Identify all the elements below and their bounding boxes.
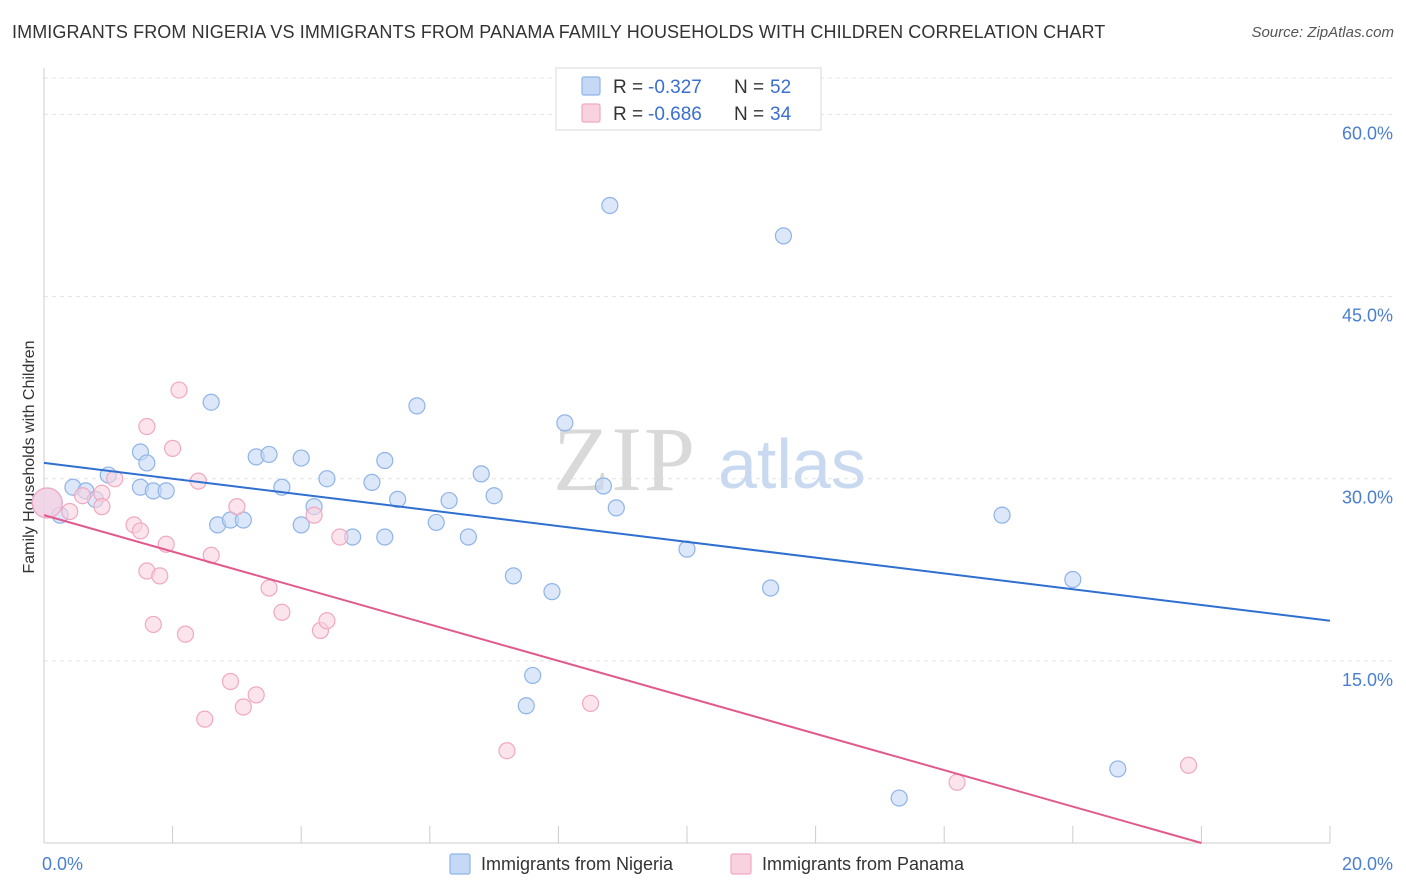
- data-point: [260, 579, 278, 597]
- series-legend: Immigrants from Nigeria Immigrants from …: [449, 853, 965, 875]
- data-point: [993, 506, 1011, 524]
- data-point: [761, 579, 780, 597]
- series-legend-swatch-nigeria: [449, 853, 471, 875]
- x-tick-label-start: 0.0%: [42, 854, 83, 874]
- data-point: [305, 506, 323, 524]
- data-point: [273, 603, 291, 621]
- data-point: [1064, 570, 1082, 589]
- data-point: [247, 686, 265, 704]
- data-point: [93, 498, 111, 516]
- legend-n-value-nigeria: 52: [770, 77, 791, 98]
- chart-title: IMMIGRANTS FROM NIGERIA VS IMMIGRANTS FR…: [12, 22, 1106, 42]
- data-point: [1179, 756, 1198, 774]
- data-point: [556, 414, 574, 432]
- data-point: [164, 439, 182, 457]
- data-point: [504, 567, 522, 585]
- data-point: [331, 528, 349, 546]
- data-point: [594, 477, 613, 495]
- data-point: [61, 502, 79, 521]
- x-tick-label-end: 20.0%: [1342, 854, 1393, 874]
- y-tick-label: 30.0%: [1342, 488, 1393, 508]
- data-point: [607, 499, 625, 517]
- series-panama-points: [31, 381, 1198, 791]
- data-point: [440, 491, 458, 510]
- data-point: [389, 490, 407, 508]
- data-point: [459, 528, 477, 546]
- data-point: [31, 487, 63, 519]
- y-tick-label: 45.0%: [1342, 306, 1393, 326]
- stats-legend: R = -0.327 N = 52 R = -0.686 N = 34: [555, 67, 822, 131]
- data-point: [131, 522, 150, 540]
- y-tick-label: 15.0%: [1342, 670, 1393, 690]
- watermark-zip: ZIP: [553, 408, 697, 510]
- series-legend-label-nigeria: Immigrants from Nigeria: [481, 854, 674, 874]
- data-point: [144, 615, 162, 634]
- trend-lines: [43, 461, 1331, 844]
- legend-n-label-panama: N =: [734, 104, 764, 125]
- chart-source: Source: ZipAtlas.com: [1251, 24, 1394, 41]
- data-point: [485, 487, 503, 505]
- data-point: [543, 583, 561, 601]
- data-point: [498, 742, 516, 760]
- data-points: [31, 196, 1198, 807]
- data-point: [151, 567, 169, 585]
- data-point: [774, 227, 793, 245]
- data-point: [292, 516, 310, 534]
- series-legend-swatch-panama: [730, 853, 752, 875]
- legend-r-value-nigeria: -0.327: [648, 77, 702, 98]
- data-point: [524, 666, 542, 685]
- x-tick-labels: 0.0% 20.0%: [42, 854, 1393, 874]
- data-point: [318, 470, 336, 488]
- data-point: [363, 473, 381, 491]
- y-axis-label: Family Households with Children: [21, 341, 38, 574]
- legend-r-label-nigeria: R =: [613, 77, 643, 98]
- data-point: [221, 672, 240, 691]
- data-point: [228, 498, 246, 516]
- y-tick-label: 60.0%: [1342, 123, 1393, 143]
- axes: [43, 68, 1331, 844]
- data-point: [472, 465, 490, 483]
- legend-r-value-panama: -0.686: [648, 104, 702, 125]
- data-point: [318, 612, 336, 630]
- data-point: [202, 393, 220, 411]
- data-point: [292, 449, 310, 467]
- series-legend-label-panama: Immigrants from Panama: [762, 854, 965, 874]
- data-point: [138, 454, 156, 472]
- data-point: [601, 196, 619, 215]
- data-point: [948, 773, 966, 791]
- data-point: [138, 417, 156, 436]
- data-point: [260, 445, 278, 464]
- y-tick-labels: 15.0% 30.0% 45.0% 60.0%: [1342, 123, 1393, 689]
- data-point: [176, 625, 195, 643]
- data-point: [427, 513, 445, 532]
- data-point: [1109, 760, 1127, 778]
- legend-n-value-panama: 34: [770, 104, 792, 125]
- watermark-atlas: atlas: [718, 425, 866, 503]
- data-point: [170, 381, 188, 399]
- data-point: [408, 397, 426, 415]
- watermark: ZIP atlas: [553, 408, 866, 510]
- data-point: [376, 528, 394, 546]
- data-point: [157, 482, 175, 500]
- series-nigeria-points: [31, 196, 1127, 807]
- data-point: [234, 698, 252, 716]
- data-point: [376, 451, 394, 470]
- legend-swatch-panama: [581, 103, 601, 123]
- data-point: [890, 789, 908, 807]
- data-point: [196, 710, 214, 728]
- legend-n-label-nigeria: N =: [734, 77, 764, 98]
- data-point: [517, 697, 535, 715]
- data-point: [73, 487, 92, 505]
- legend-swatch-nigeria: [581, 76, 601, 96]
- trend-line-nigeria: [43, 461, 1331, 622]
- legend-r-label-panama: R =: [613, 104, 643, 125]
- data-point: [581, 694, 600, 712]
- trend-line-panama: [43, 514, 1202, 844]
